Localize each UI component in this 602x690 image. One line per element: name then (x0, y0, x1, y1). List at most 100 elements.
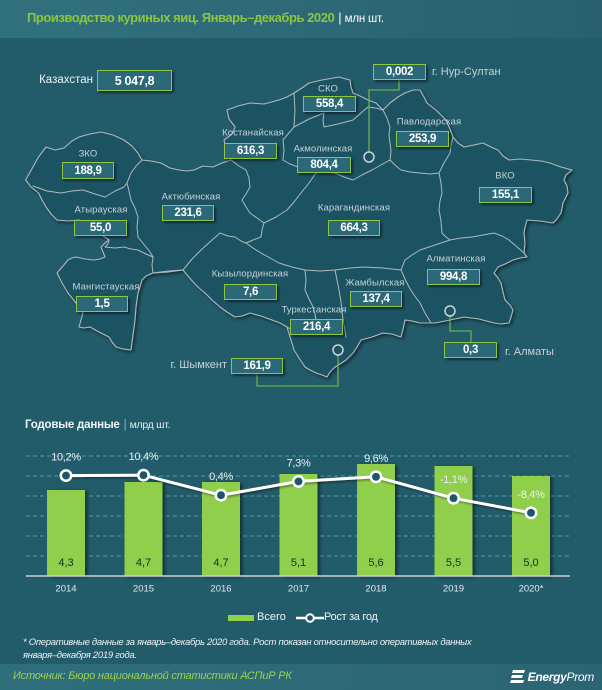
region-value-almaty-region: 994,8 (427, 269, 480, 285)
growth-point (137, 468, 150, 482)
title-separator: | (338, 10, 342, 25)
chart-bar-labels: 4,3 4,7 4,7 5,1 5,6 5,5 5,0 (58, 557, 538, 569)
region-value-karaganda: 664,3 (328, 220, 380, 236)
city-label-almaty: г. Алматы (505, 346, 554, 358)
legend-bar-swatch-icon (228, 615, 254, 621)
region-label-sko: СКО (318, 83, 338, 95)
bar-2015 (124, 482, 163, 576)
region-value-kostanay: 616,3 (224, 143, 277, 159)
bar-value-label: 4,7 (136, 557, 151, 569)
chart-title-unit: млрд шт. (129, 419, 171, 431)
growth-point (292, 474, 305, 488)
almaty-marker-icon (444, 305, 456, 317)
energyprom-logo: Energy Prom (509, 669, 594, 685)
region-value-kyzylorda: 7,6 (224, 284, 277, 300)
region-value-vko: 155,1 (479, 187, 532, 203)
bar-value-label: 5,6 (368, 557, 383, 569)
region-label-atyrau: Атырауская (74, 204, 128, 216)
title-unit: млн шт. (344, 13, 384, 25)
chart-title-separator: | (123, 419, 127, 431)
region-label-kyzylorda: Кызылординская (211, 268, 289, 280)
region-value-pavlodar: 253,9 (396, 131, 449, 147)
region-value-mangistau: 1,5 (76, 296, 128, 312)
energyprom-logo-icon (509, 670, 525, 683)
region-label-turkestan: Туркестанская (281, 304, 347, 316)
source-bar: Источник: Бюро национальной статистики А… (0, 664, 602, 690)
x-tick-label: 2020* (519, 584, 544, 595)
shymkent-marker-icon (332, 344, 344, 356)
legend-bar-label: Всего (257, 611, 286, 623)
region-label-mangistau: Мангистауская (72, 281, 140, 293)
x-tick-label: 2018 (365, 584, 386, 595)
almaty-connector (449, 316, 472, 342)
growth-point (524, 506, 538, 520)
growth-label: -1,1% (440, 474, 468, 486)
shymkent-connector (256, 355, 339, 387)
header-bar: Производство куриных яиц. Январь–декабрь… (0, 0, 602, 38)
growth-label: 9,6% (364, 453, 388, 465)
region-label-zko: ЗКО (78, 148, 98, 160)
bar-value-label: 5,5 (446, 557, 461, 569)
region-label-akmola: Акмолинская (293, 143, 353, 155)
footnote-line-2: января–декабря 2019 года. (23, 650, 137, 661)
page-title: Производство куриных яиц. Январь–декабрь… (27, 10, 384, 27)
city-value-almaty: 0,3 (444, 342, 497, 358)
region-value-atyrau: 55,0 (74, 220, 127, 236)
legend-line-label: Рост за год (324, 611, 378, 623)
growth-label: 10,4% (129, 451, 159, 463)
chart-bars (47, 464, 550, 576)
bar-2019 (434, 466, 473, 576)
region-value-turkestan: 216,4 (290, 319, 343, 335)
source-text: Источник: Бюро национальной статистики А… (13, 670, 292, 682)
kazakhstan-map (25, 76, 573, 387)
region-value-zhambyl: 137,4 (350, 291, 402, 307)
region-value-zko: 188,9 (62, 162, 114, 179)
city-label-nur-sultan: г. Нур-Султан (432, 66, 501, 78)
bar-value-label: 4,7 (213, 557, 228, 569)
map-country-outline (25, 76, 573, 378)
x-tick-label: 2015 (133, 584, 154, 595)
bar-value-label: 4,3 (58, 557, 73, 569)
chart-title: Годовые данные | млрд шт. (25, 419, 171, 431)
x-tick-label: 2019 (443, 584, 464, 595)
x-tick-label: 2014 (55, 584, 76, 595)
bar-2020 (512, 476, 550, 576)
city-label-shymkent: г. Шымкент (170, 359, 228, 371)
bar-2014 (47, 490, 85, 576)
region-value-sko: 558,4 (303, 96, 356, 112)
nur-sultan-connector (368, 79, 400, 152)
chart-growth-labels: 10,2% 10,4% 0,4% 7,3% 9,6% -1,1% -8,4% (51, 451, 545, 501)
annual-chart: 4,3 4,7 4,7 5,1 5,6 5,5 5,0 10,2% 10,4% 0,4% 7,3%… (26, 451, 570, 595)
x-tick-label: 2017 (288, 584, 309, 595)
region-label-kostanay: Костанайская (222, 127, 284, 139)
growth-label: 10,2% (51, 452, 81, 464)
region-label-zhambyl: Жамбылская (345, 277, 405, 289)
growth-point (369, 470, 383, 484)
growth-label: 0,4% (209, 471, 233, 483)
region-value-aktobe: 231,6 (162, 205, 214, 221)
bar-2017 (279, 474, 318, 576)
bar-value-label: 5,1 (291, 557, 306, 569)
region-label-aktobe: Актюбинская (161, 191, 221, 203)
growth-point (59, 469, 73, 483)
region-label-pavlodar: Павлодарская (396, 116, 462, 128)
bar-value-label: 5,0 (523, 557, 538, 569)
chart-title-text: Годовые данные (25, 419, 120, 431)
chart-growth-line (59, 468, 538, 520)
city-value-nur-sultan: 0,002 (373, 64, 426, 80)
chart-x-axis: 2014 2015 2016 2017 2018 2019 2020* (26, 575, 570, 595)
title-text: Производство куриных яиц. Январь–декабрь… (27, 10, 335, 25)
growth-label: -8,4% (517, 489, 545, 501)
growth-point (447, 491, 460, 505)
total-label: Казахстан (39, 74, 93, 86)
footnote: * Оперативные данные за январь–декабрь 2… (23, 636, 472, 662)
region-label-almaty-region: Алматинская (426, 253, 486, 265)
map-region-borders (32, 92, 525, 338)
x-tick-label: 2016 (210, 584, 231, 595)
growth-point (214, 488, 228, 502)
city-value-shymkent: 161,9 (231, 358, 283, 374)
total-value-box: 5 047,8 (97, 70, 172, 91)
legend-line-marker-icon (296, 613, 324, 623)
footnote-line-1: * Оперативные данные за январь–декабрь 2… (23, 637, 472, 648)
logo-text-energy: Energy (527, 670, 567, 684)
